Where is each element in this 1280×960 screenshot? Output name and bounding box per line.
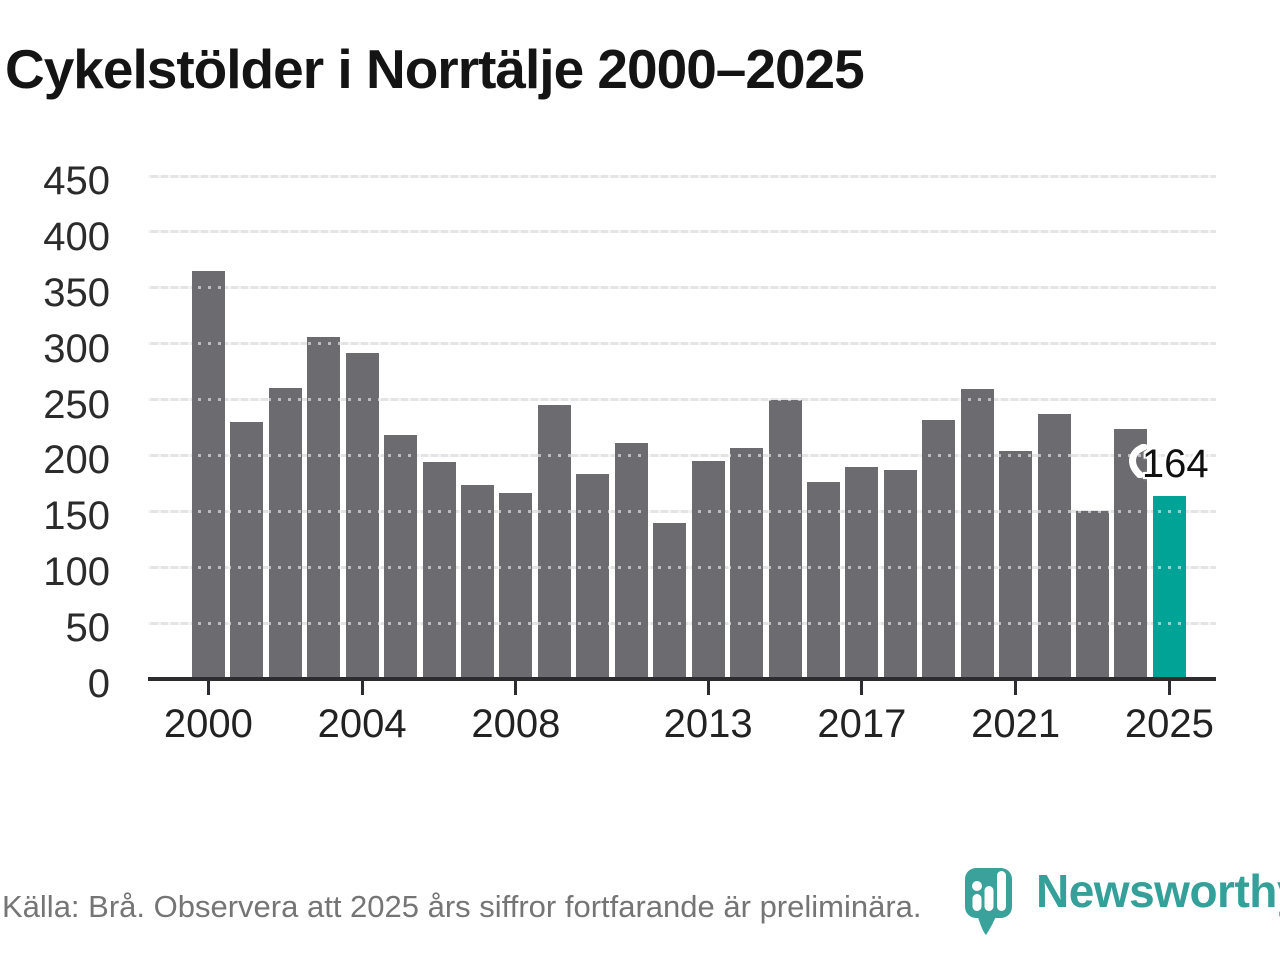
y-tick-label-400: 400 [43, 214, 110, 259]
x-axis-line [148, 677, 1216, 681]
gridline-overlay-400 [148, 230, 1216, 234]
bar-2004 [345, 352, 379, 678]
x-tick-label-2000: 2000 [163, 702, 253, 746]
newsworthy-wordmark: Newsworthy [1036, 865, 1280, 917]
bar-2010 [576, 474, 610, 678]
bar-2003 [307, 336, 341, 678]
y-tick-label-100: 100 [43, 550, 110, 595]
x-tick-2008 [514, 681, 518, 695]
y-tick-label-450: 450 [43, 159, 110, 203]
y-tick-label-300: 300 [43, 326, 110, 371]
gridline-overlay-450 [148, 174, 1216, 178]
y-tick-label-200: 200 [43, 438, 110, 483]
gridline-overlay-200 [148, 453, 1216, 457]
y-tick-label-50: 50 [65, 606, 111, 651]
x-tick-label-2025: 2025 [1124, 702, 1214, 746]
bar-2017 [845, 466, 879, 678]
x-tick-2025 [1167, 681, 1171, 695]
x-tick-2017 [860, 681, 864, 695]
gridline-overlay-250 [148, 398, 1216, 402]
source-note: Källa: Brå. Observera att 2025 års siffr… [2, 889, 922, 924]
y-tick-label-150: 150 [43, 494, 110, 539]
bar-2018 [883, 469, 917, 678]
y-tick-label-0: 0 [87, 662, 110, 706]
bar-2014 [730, 447, 764, 678]
bar-2020 [960, 389, 994, 678]
newsworthy-logo: Newsworthy [964, 860, 1280, 940]
x-tick-label-2008: 2008 [471, 702, 561, 746]
bar-2022 [1037, 414, 1071, 678]
bar-2008 [499, 493, 533, 678]
x-tick-label-2017: 2017 [817, 702, 907, 746]
bar-2005 [384, 435, 418, 678]
bar-2002 [268, 388, 302, 678]
x-tick-label-2021: 2021 [971, 702, 1061, 746]
y-tick-label-350: 350 [43, 270, 110, 315]
bar-2012 [653, 522, 687, 678]
x-tick-2004 [360, 681, 364, 695]
bar-2000 [191, 271, 225, 678]
bar-2021 [999, 450, 1033, 678]
gridline-overlay-100 [148, 565, 1216, 569]
bar-2011 [614, 443, 648, 678]
bar-2013 [691, 461, 725, 678]
x-tick-label-2004: 2004 [317, 702, 407, 746]
x-tick-2013 [706, 681, 710, 695]
gridline-overlay-150 [148, 509, 1216, 513]
x-tick-2000 [206, 681, 210, 695]
bar-2009 [537, 405, 571, 678]
y-tick-label-250: 250 [43, 382, 110, 427]
bar-2001 [230, 421, 264, 678]
gridline-overlay-300 [148, 342, 1216, 346]
bar-2016 [806, 482, 840, 678]
bar-2019 [922, 419, 956, 678]
x-tick-label-2013: 2013 [663, 702, 753, 746]
chart-title: Cykelstölder i Norrtälje 2000–2025 [5, 38, 865, 100]
bar-2015 [768, 399, 802, 678]
bar-2023 [1076, 511, 1110, 678]
gridline-overlay-350 [148, 286, 1216, 290]
highlight-value-label: 164 [1129, 443, 1209, 484]
bar-chart-plot: 0 50 100 150 200 250 300 350 400 450 2000 2004 2008 2… [43, 159, 1216, 746]
bar-2007 [460, 484, 494, 678]
bar-2025 [1152, 495, 1186, 678]
bar-2024 [1114, 428, 1148, 678]
annotation-leader-curl [1129, 443, 1147, 478]
x-tick-2021 [1014, 681, 1018, 695]
gridline-overlay-50 [148, 621, 1216, 625]
bar-2006 [422, 462, 456, 678]
newsworthy-pin-icon [965, 868, 1012, 935]
